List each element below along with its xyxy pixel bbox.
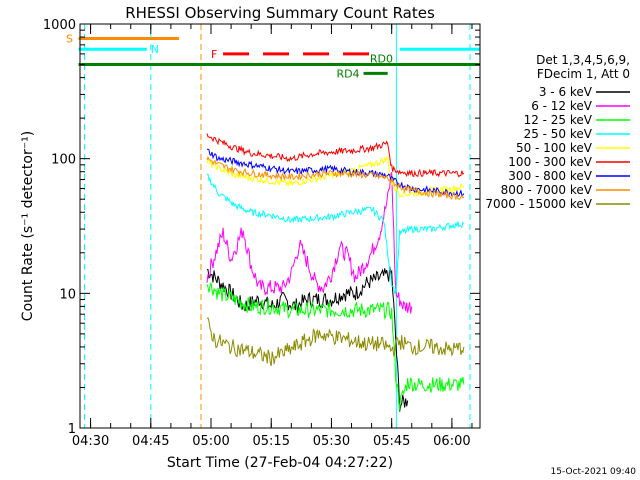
legend-label: 300 - 800 keV	[508, 169, 592, 183]
y-tick-label: 100	[51, 153, 76, 168]
y-tick-label: 1000	[43, 18, 76, 33]
x-tick-label: 05:00	[192, 434, 229, 449]
legend-label: 800 - 7000 keV	[501, 183, 593, 197]
y-axis: 1 10 100 1000	[43, 18, 480, 437]
legend-label: 7000 - 15000 keV	[485, 197, 592, 211]
legend-label: 100 - 300 keV	[508, 155, 592, 169]
series-line-2	[206, 282, 465, 411]
x-tick-label: 05:45	[373, 434, 410, 449]
chart-title: RHESSI Observing Summary Count Rates	[125, 4, 435, 22]
legend-header-decimation: FDecim 1, Att 0	[537, 67, 630, 81]
x-axis-label: Start Time (27-Feb-04 04:27:22)	[167, 455, 393, 471]
flag-label-s: S	[66, 33, 73, 46]
legend-label: 50 - 100 keV	[516, 141, 593, 155]
flag-label-rd0: RD0	[370, 53, 393, 66]
plot-area: S N F RD0 RD4	[66, 24, 480, 428]
x-tick-label: 04:30	[72, 434, 109, 449]
x-tick-label: 04:45	[132, 434, 169, 449]
series-line-5	[206, 133, 465, 178]
y-axis-label: Count Rate (s⁻¹ detector⁻¹)	[20, 131, 36, 321]
y-tick-label: 10	[59, 287, 76, 302]
series-line-7	[206, 155, 465, 200]
x-tick-label: 05:15	[253, 434, 290, 449]
series-line-1	[206, 172, 413, 314]
plot-frame	[79, 23, 481, 429]
legend-header-detectors: Det 1,3,4,5,6,9,	[536, 53, 630, 67]
series-line-8	[206, 317, 465, 367]
series-line-3	[206, 173, 465, 295]
legend-label: 25 - 50 keV	[524, 127, 593, 141]
y-tick-label: 1	[68, 422, 76, 437]
legend: Det 1,3,4,5,6,9, FDecim 1, Att 0 3 - 6 k…	[485, 53, 630, 211]
flag-label-n: N	[151, 43, 159, 56]
x-tick-label: 06:00	[433, 434, 470, 449]
legend-label: 3 - 6 keV	[539, 85, 593, 99]
flag-label-f: F	[211, 48, 217, 61]
legend-label: 12 - 25 keV	[524, 113, 593, 127]
series-line-6	[206, 148, 465, 197]
timestamp: 15-Oct-2021 09:40	[551, 467, 637, 477]
x-axis: 04:30 04:45 05:00 05:15 05:30 05:45 06:00	[72, 24, 473, 449]
x-tick-label: 05:30	[313, 434, 350, 449]
flag-label-rd4: RD4	[336, 67, 359, 80]
legend-label: 6 - 12 keV	[531, 99, 593, 113]
